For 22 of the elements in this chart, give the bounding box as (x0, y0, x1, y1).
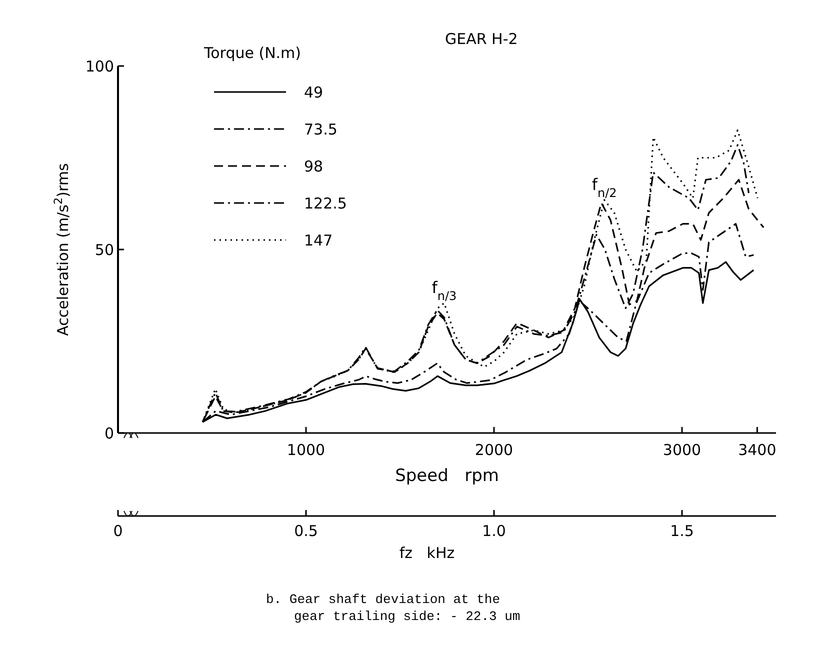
legend-label: 122.5 (304, 194, 347, 212)
legend-title: Torque (N.m) (203, 44, 302, 62)
x2-tick-label: 1.5 (670, 522, 694, 540)
chart-title: GEAR H-2 (445, 30, 518, 48)
x-tick-label: 2000 (474, 441, 514, 459)
y-tick-label: 100 (85, 57, 114, 76)
legend-label: 147 (304, 231, 333, 250)
x-tick-label: 3400 (738, 441, 776, 459)
legend-label: 98 (304, 157, 324, 176)
y-tick-label: 50 (94, 240, 114, 259)
y-tick-label: 0 (104, 424, 114, 442)
annotation: f$_{n/2}$ (592, 174, 617, 200)
legend-label: 73.5 (304, 120, 338, 138)
text: b. Gear shaft deviation at the gear trailing side: - 22.3 um (266, 592, 520, 624)
x-tick-label: 1000 (286, 441, 326, 459)
legend-label: 49 (304, 83, 324, 102)
x-axis-title: Speed rpm (395, 466, 499, 486)
x2-tick-label: 1.0 (482, 522, 506, 540)
annotation: f$_{n/3}$ (432, 278, 457, 304)
x2-axis-title: fz kHz (399, 544, 455, 562)
x-tick-label: 3000 (662, 441, 702, 459)
x2-tick-label: 0.5 (294, 522, 318, 540)
